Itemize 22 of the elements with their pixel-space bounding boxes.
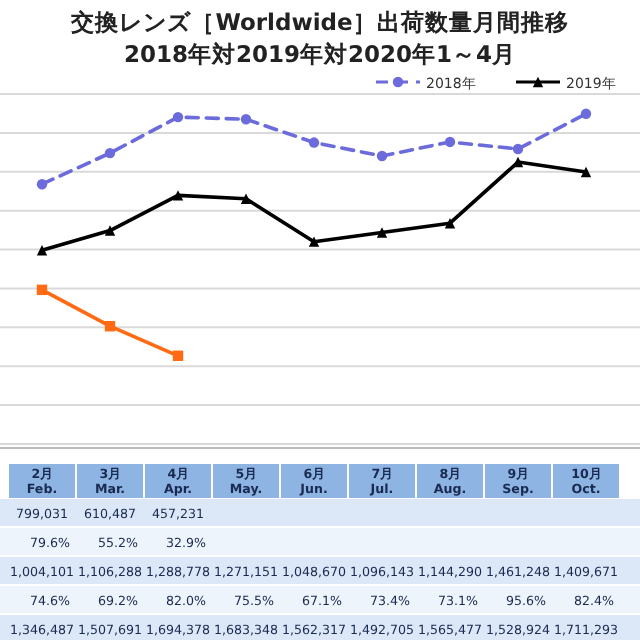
point	[580, 166, 592, 178]
chart-subtitle: 2018年対2019年対2020年1～4月	[123, 40, 517, 68]
point	[240, 114, 252, 125]
point	[36, 284, 48, 296]
point	[444, 218, 456, 229]
point	[376, 150, 388, 162]
point	[240, 193, 252, 204]
point	[104, 225, 116, 236]
point	[172, 111, 184, 123]
chart-title: 交換レンズ［Worldwide］出荷数量月間推移	[69, 8, 569, 36]
point	[172, 190, 184, 201]
point	[36, 179, 48, 190]
point	[580, 108, 592, 120]
point	[308, 236, 320, 247]
point	[308, 137, 320, 148]
point	[172, 350, 184, 361]
point	[104, 147, 116, 159]
point	[512, 143, 524, 155]
point	[444, 136, 456, 148]
point	[104, 321, 116, 332]
point	[36, 245, 48, 256]
point	[376, 227, 388, 238]
